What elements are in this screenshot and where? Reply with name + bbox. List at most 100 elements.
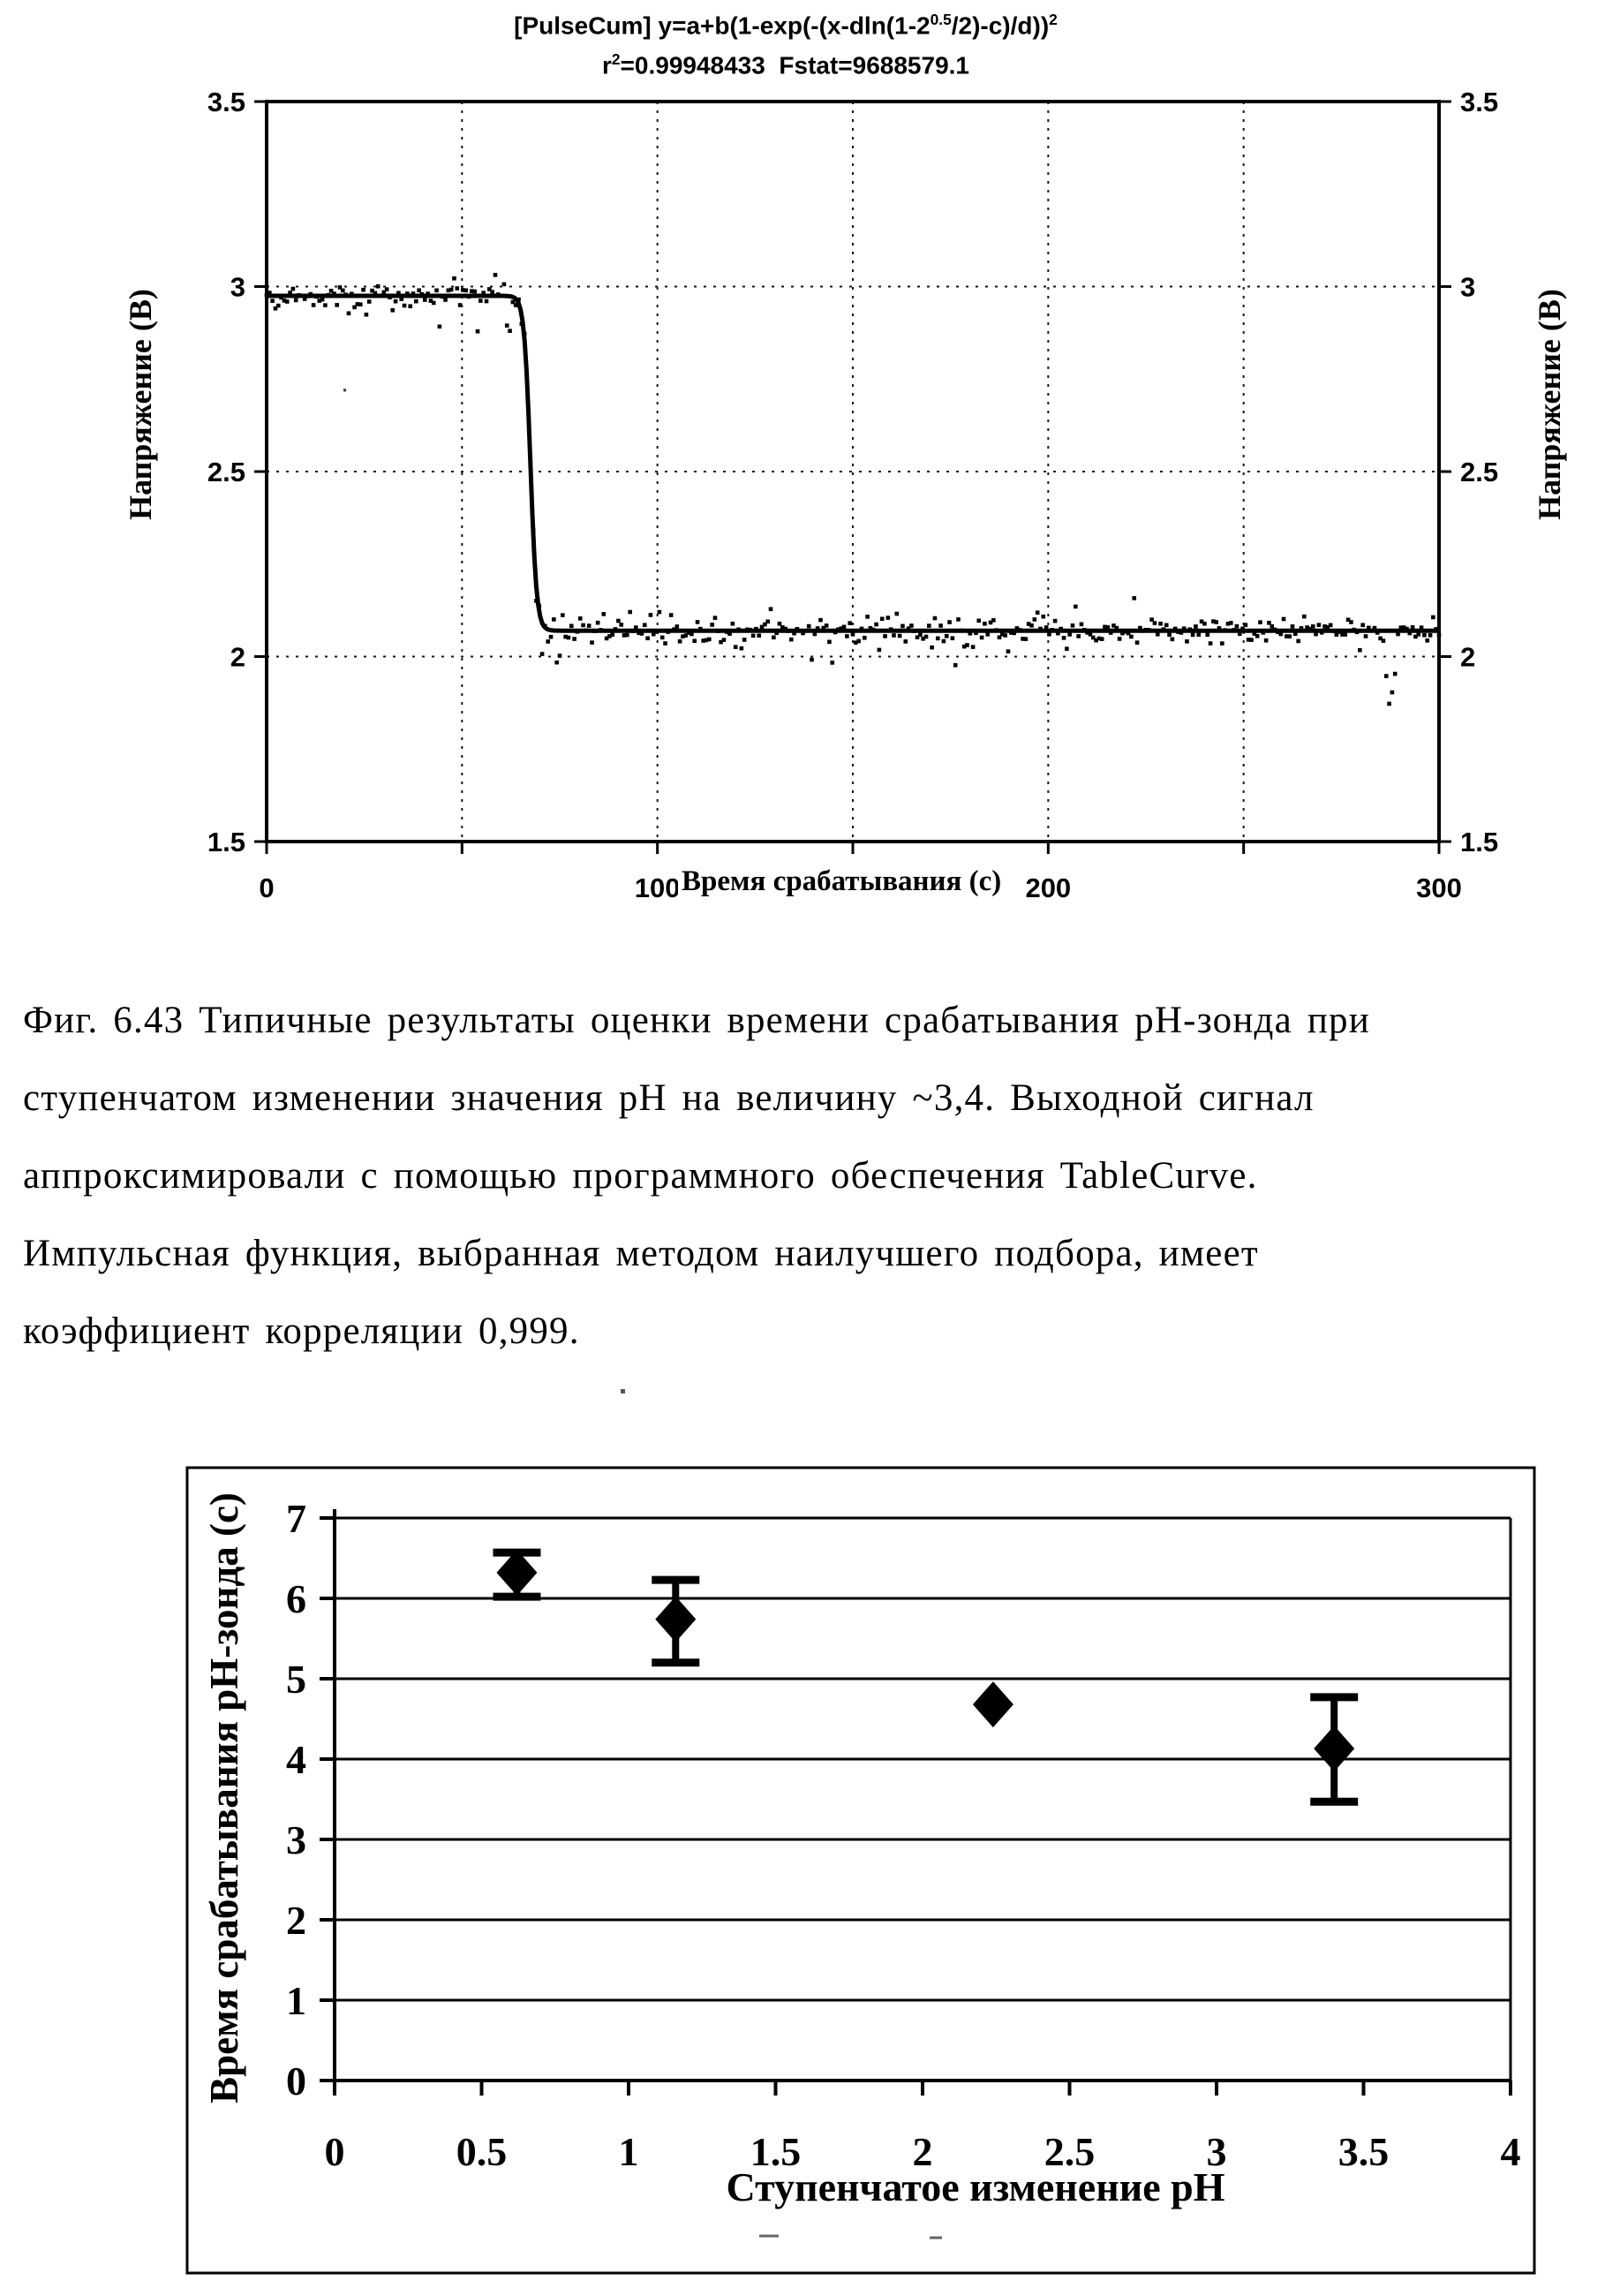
fig1-data-point [689,631,694,637]
fig1-data-point [408,304,412,309]
fig1-data-point [548,634,554,639]
fig1-data-point [1003,633,1007,638]
fig2-y-tick-label: 1 [286,1978,306,2023]
fig1-data-point [1243,623,1248,627]
fig2-diamond-marker [655,1596,697,1643]
fig2-x-tick-label: 3 [1207,2129,1227,2174]
fig1-data-point [950,636,955,641]
fig1-data-point [493,273,498,277]
fig1-data-point [634,625,638,630]
fig1-data-point [1278,631,1284,637]
fig1-data-point [552,617,556,622]
fig1-x-tick-label: 200 [1025,872,1071,903]
fig1-fit-curve [266,293,1440,633]
caption-line: коэффициент корреляции 0,999. [23,1310,580,1352]
fig1-data-point [730,621,735,626]
fig1-data-point [557,653,562,658]
fig2-y-tick-label: 2 [286,1898,306,1943]
fig1-data-point [1419,625,1424,630]
fig1-data-point [1290,624,1295,629]
fig1-y-tick-label-left: 3.5 [207,87,245,117]
fig1-data-point [970,645,976,649]
fig2-diamond-marker [1314,1726,1355,1772]
fig1-data-point [1410,625,1415,630]
fig1-data-point [830,661,835,665]
fig1-data-point [590,640,594,645]
fig1-data-point [1422,632,1427,638]
fig1-data-point [1214,620,1218,624]
fig1-data-point [885,616,891,620]
fig1-data-point [721,638,727,642]
fig1-data-point [1099,637,1104,641]
fig1-y-tick-label-right: 2 [1460,642,1475,673]
fig1-data-point [645,636,650,641]
figure1-xlabel: Время срабатывания (с) [678,865,1014,898]
fig1-data-point [373,291,378,296]
figure1-stats-sup: 2 [611,50,621,68]
fig1-data-point [1114,625,1119,631]
fig1-data-point [1299,626,1304,631]
fig1-data-point [328,288,334,293]
figure1-title-sup1: 0.5 [930,11,952,28]
fig1-data-point [393,298,398,304]
fig1-data-point [792,631,796,636]
fig1-data-point [1281,616,1286,622]
fig1-data-point [390,308,396,313]
fig1-data-point [1428,633,1433,638]
fig1-data-point [1194,624,1198,629]
fig1-data-point [490,290,494,294]
fig1-data-point [1047,631,1051,637]
fig1-data-point [405,291,410,296]
fig1-data-point [487,287,492,291]
fig1-data-point [739,646,744,651]
fig1-data-point [275,303,281,308]
fig1-data-point [712,616,718,620]
fig1-data-point [1340,632,1345,637]
fig1-data-point [765,619,771,624]
fig1-data-point [577,616,583,621]
fig1-data-point [1246,638,1251,642]
fig1-data-point [757,633,762,638]
fig2-x-tick-label: 2.5 [1044,2129,1096,2174]
fig1-data-point [1343,632,1348,637]
fig1-data-point [1199,619,1204,624]
fig1-data-point [733,645,738,649]
fig1-data-point [595,620,600,625]
fig1-data-point [719,639,723,645]
fig1-data-point [1211,619,1216,623]
fig1-data-point [683,633,689,638]
fig1-data-point [1220,641,1224,646]
fig1-data-point [824,623,829,628]
fig2-y-tick-label: 7 [286,1496,306,1541]
fig1-data-point [1035,610,1040,616]
fig1-data-point [1425,638,1430,643]
fig1-data-point [879,616,885,622]
fig1-data-point [513,303,518,307]
fig1-data-point [384,287,389,291]
fig1-data-point [938,623,943,628]
fig1-data-point [572,637,576,641]
fig1-data-point [1287,634,1292,638]
fig1-data-point [337,285,343,290]
fig1-data-point [692,638,697,644]
fig1-data-point [1202,621,1207,626]
fig1-data-point [288,291,292,295]
fig2-x-tick-label: 3.5 [1338,2129,1390,2174]
fig1-data-point [1383,674,1389,678]
fig1-data-point [1334,632,1339,637]
fig1-data-point [607,634,612,638]
fig1-data-point [1181,626,1187,631]
fig1-data-point [434,288,439,293]
fig1-data-point [1170,637,1175,642]
fig1-data-point [892,633,896,638]
fig2-x-tick-label: 2 [913,2129,933,2174]
fig2-diamond-marker [496,1549,538,1596]
fig1-data-point [1023,637,1029,641]
fig1-data-point [293,298,298,303]
fig1-data-point [461,288,465,292]
fig2-y-tick-label: 5 [286,1657,306,1702]
fig1-data-point [1310,624,1315,629]
fig1-data-point [648,613,653,617]
fig1-data-point [1363,634,1368,638]
fig1-data-point [1152,621,1157,625]
